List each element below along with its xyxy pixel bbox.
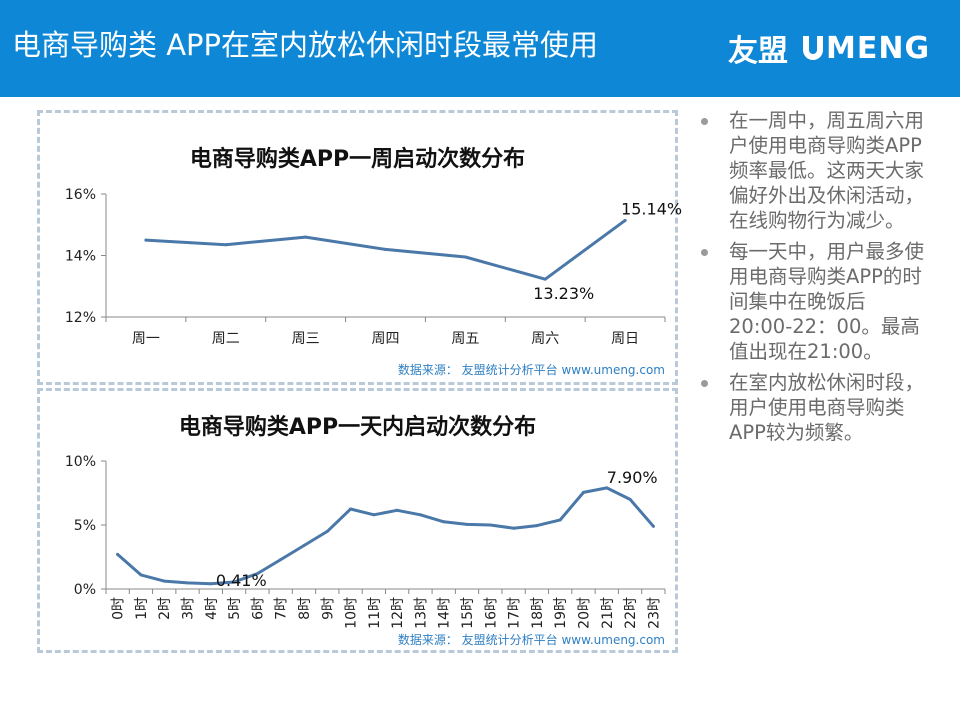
- data-point: [488, 523, 492, 527]
- x-tick-label: 6时: [250, 597, 266, 620]
- weekly-chart-source: 数据来源： 友盟统计分析平台 www.umeng.com: [397, 363, 665, 377]
- data-point: [395, 508, 399, 512]
- data-point: [325, 529, 329, 533]
- x-tick-label: 23时: [646, 597, 662, 629]
- insight-list: 在一周中，周五周六用户使用电商导购类APP频率最低。这两天大家偏好外出及休闲活动…: [697, 108, 927, 451]
- data-point: [279, 558, 283, 562]
- data-point: [384, 247, 387, 251]
- x-tick-label: 1时: [134, 597, 150, 620]
- x-tick-label: 21时: [600, 597, 616, 629]
- bullet-dot-icon: [701, 380, 708, 387]
- x-tick-label: 周五: [451, 331, 479, 347]
- data-point: [463, 255, 467, 259]
- data-point: [628, 497, 632, 501]
- weekly-chart-title: 电商导购类APP一周启动次数分布: [189, 147, 526, 172]
- x-tick-label: 5时: [227, 597, 243, 620]
- data-point: [558, 518, 562, 522]
- x-tick-label: 19时: [553, 597, 569, 629]
- x-tick-label: 10时: [344, 597, 360, 629]
- y-tick-label: 12%: [65, 310, 96, 326]
- x-tick-label: 16时: [483, 597, 499, 629]
- x-tick-label: 9时: [320, 597, 336, 620]
- x-tick-label: 周三: [292, 331, 320, 347]
- data-point: [543, 277, 547, 281]
- data-label: 13.23%: [533, 284, 594, 303]
- umeng-u-icon: [803, 36, 823, 60]
- x-tick-label: 周二: [212, 331, 240, 347]
- data-point: [224, 243, 228, 247]
- data-point: [418, 513, 422, 517]
- x-tick-label: 2时: [157, 597, 173, 620]
- data-point: [581, 490, 585, 494]
- data-point: [535, 524, 539, 528]
- umeng-logo: 友盟 MENG: [728, 26, 930, 70]
- daily-chart-panel: 电商导购类APP一天内启动次数分布 0% 5% 10% 0时 1时 2时 3时 4时 5时 6时 7…: [37, 388, 678, 653]
- x-tick-label: 15时: [460, 597, 476, 629]
- weekly-chart: 12% 14% 16% 周一 周二 周三 周四 周五 周六 周日 13.23% 15.14%: [65, 187, 682, 347]
- insight-text: 在一周中，周五周六用户使用电商导购类APP频率最低。这两天大家偏好外出及休闲活动…: [729, 109, 925, 232]
- logo-en-text: MENG: [826, 30, 931, 66]
- logo-cn-text: 友盟: [728, 34, 788, 69]
- x-tick-label: 12时: [390, 597, 406, 629]
- data-point: [605, 486, 609, 490]
- x-tick-label: 8时: [297, 597, 313, 620]
- x-tick-label: 4时: [204, 597, 220, 620]
- daily-chart-source: 数据来源： 友盟统计分析平台 www.umeng.com: [397, 633, 665, 647]
- data-point: [302, 543, 306, 547]
- x-tick-label: 20时: [576, 597, 592, 629]
- data-point: [512, 526, 516, 530]
- data-point: [651, 524, 655, 528]
- data-label: 7.90%: [607, 468, 658, 487]
- x-tick-label: 22时: [623, 597, 639, 629]
- data-point: [186, 581, 190, 585]
- data-point: [116, 552, 120, 556]
- data-point: [232, 580, 236, 584]
- insight-text: 每一天中，用户最多使用电商导购类APP的时间集中在晚饭后20:00-22：00。…: [729, 240, 925, 363]
- x-tick-label: 18时: [530, 597, 546, 629]
- data-point: [162, 579, 166, 583]
- y-tick-label: 14%: [65, 249, 96, 265]
- data-point: [304, 235, 308, 239]
- insight-item: 在室内放松休闲时段，用户使用电商导购类APP较为频繁。: [697, 370, 927, 445]
- x-tick-label: 17时: [507, 597, 523, 629]
- data-point: [255, 572, 259, 576]
- data-point: [442, 520, 446, 524]
- logo-en: MENG: [800, 31, 930, 66]
- x-tick-label: 周日: [611, 331, 639, 347]
- y-tick-label: 10%: [65, 454, 96, 470]
- x-tick-label: 11时: [367, 597, 383, 629]
- insight-text: 在室内放松休闲时段，用户使用电商导购类APP较为频繁。: [729, 371, 925, 444]
- data-point: [144, 238, 148, 242]
- weekly-chart-panel: 电商导购类APP一周启动次数分布 12% 14% 16% 周一 周二 周三 周四 周五 周六 周日…: [37, 110, 682, 385]
- data-point: [372, 513, 376, 517]
- insight-item: 每一天中，用户最多使用电商导购类APP的时间集中在晚饭后20:00-22：00。…: [697, 239, 927, 364]
- x-tick-label: 周六: [531, 331, 559, 347]
- header-bar: 电商导购类 APP在室内放松休闲时段最常使用 友盟 MENG: [0, 0, 960, 97]
- x-tick-label: 周四: [372, 331, 400, 347]
- series-line: [116, 486, 655, 586]
- x-tick-label: 3时: [181, 597, 197, 620]
- x-tick-label: 7时: [274, 597, 290, 620]
- y-tick-label: 16%: [65, 187, 96, 203]
- daily-chart-title: 电商导购类APP一天内启动次数分布: [178, 415, 537, 440]
- x-tick-label: 14时: [437, 597, 453, 629]
- x-tick-label: 13时: [413, 597, 429, 629]
- data-point: [623, 218, 627, 222]
- insight-item: 在一周中，周五周六用户使用电商导购类APP频率最低。这两天大家偏好外出及休闲活动…: [697, 108, 927, 233]
- bullet-dot-icon: [701, 118, 708, 125]
- data-label: 15.14%: [621, 199, 682, 218]
- x-tick-label: 周一: [132, 331, 160, 347]
- y-tick-label: 0%: [74, 582, 96, 598]
- page-title: 电商导购类 APP在室内放松休闲时段最常使用: [12, 28, 599, 62]
- x-tick-label: 0时: [111, 597, 127, 620]
- y-tick-label: 5%: [74, 518, 96, 534]
- bullet-dot-icon: [701, 249, 708, 256]
- data-label: 0.41%: [216, 571, 267, 590]
- data-point: [465, 522, 469, 526]
- data-point: [349, 507, 353, 511]
- daily-chart: 0% 5% 10% 0时 1时 2时 3时 4时 5时 6时 7时 8时 9时 10时 11时 12时 13时 1…: [65, 454, 666, 629]
- data-point: [209, 582, 213, 586]
- data-point: [139, 573, 143, 577]
